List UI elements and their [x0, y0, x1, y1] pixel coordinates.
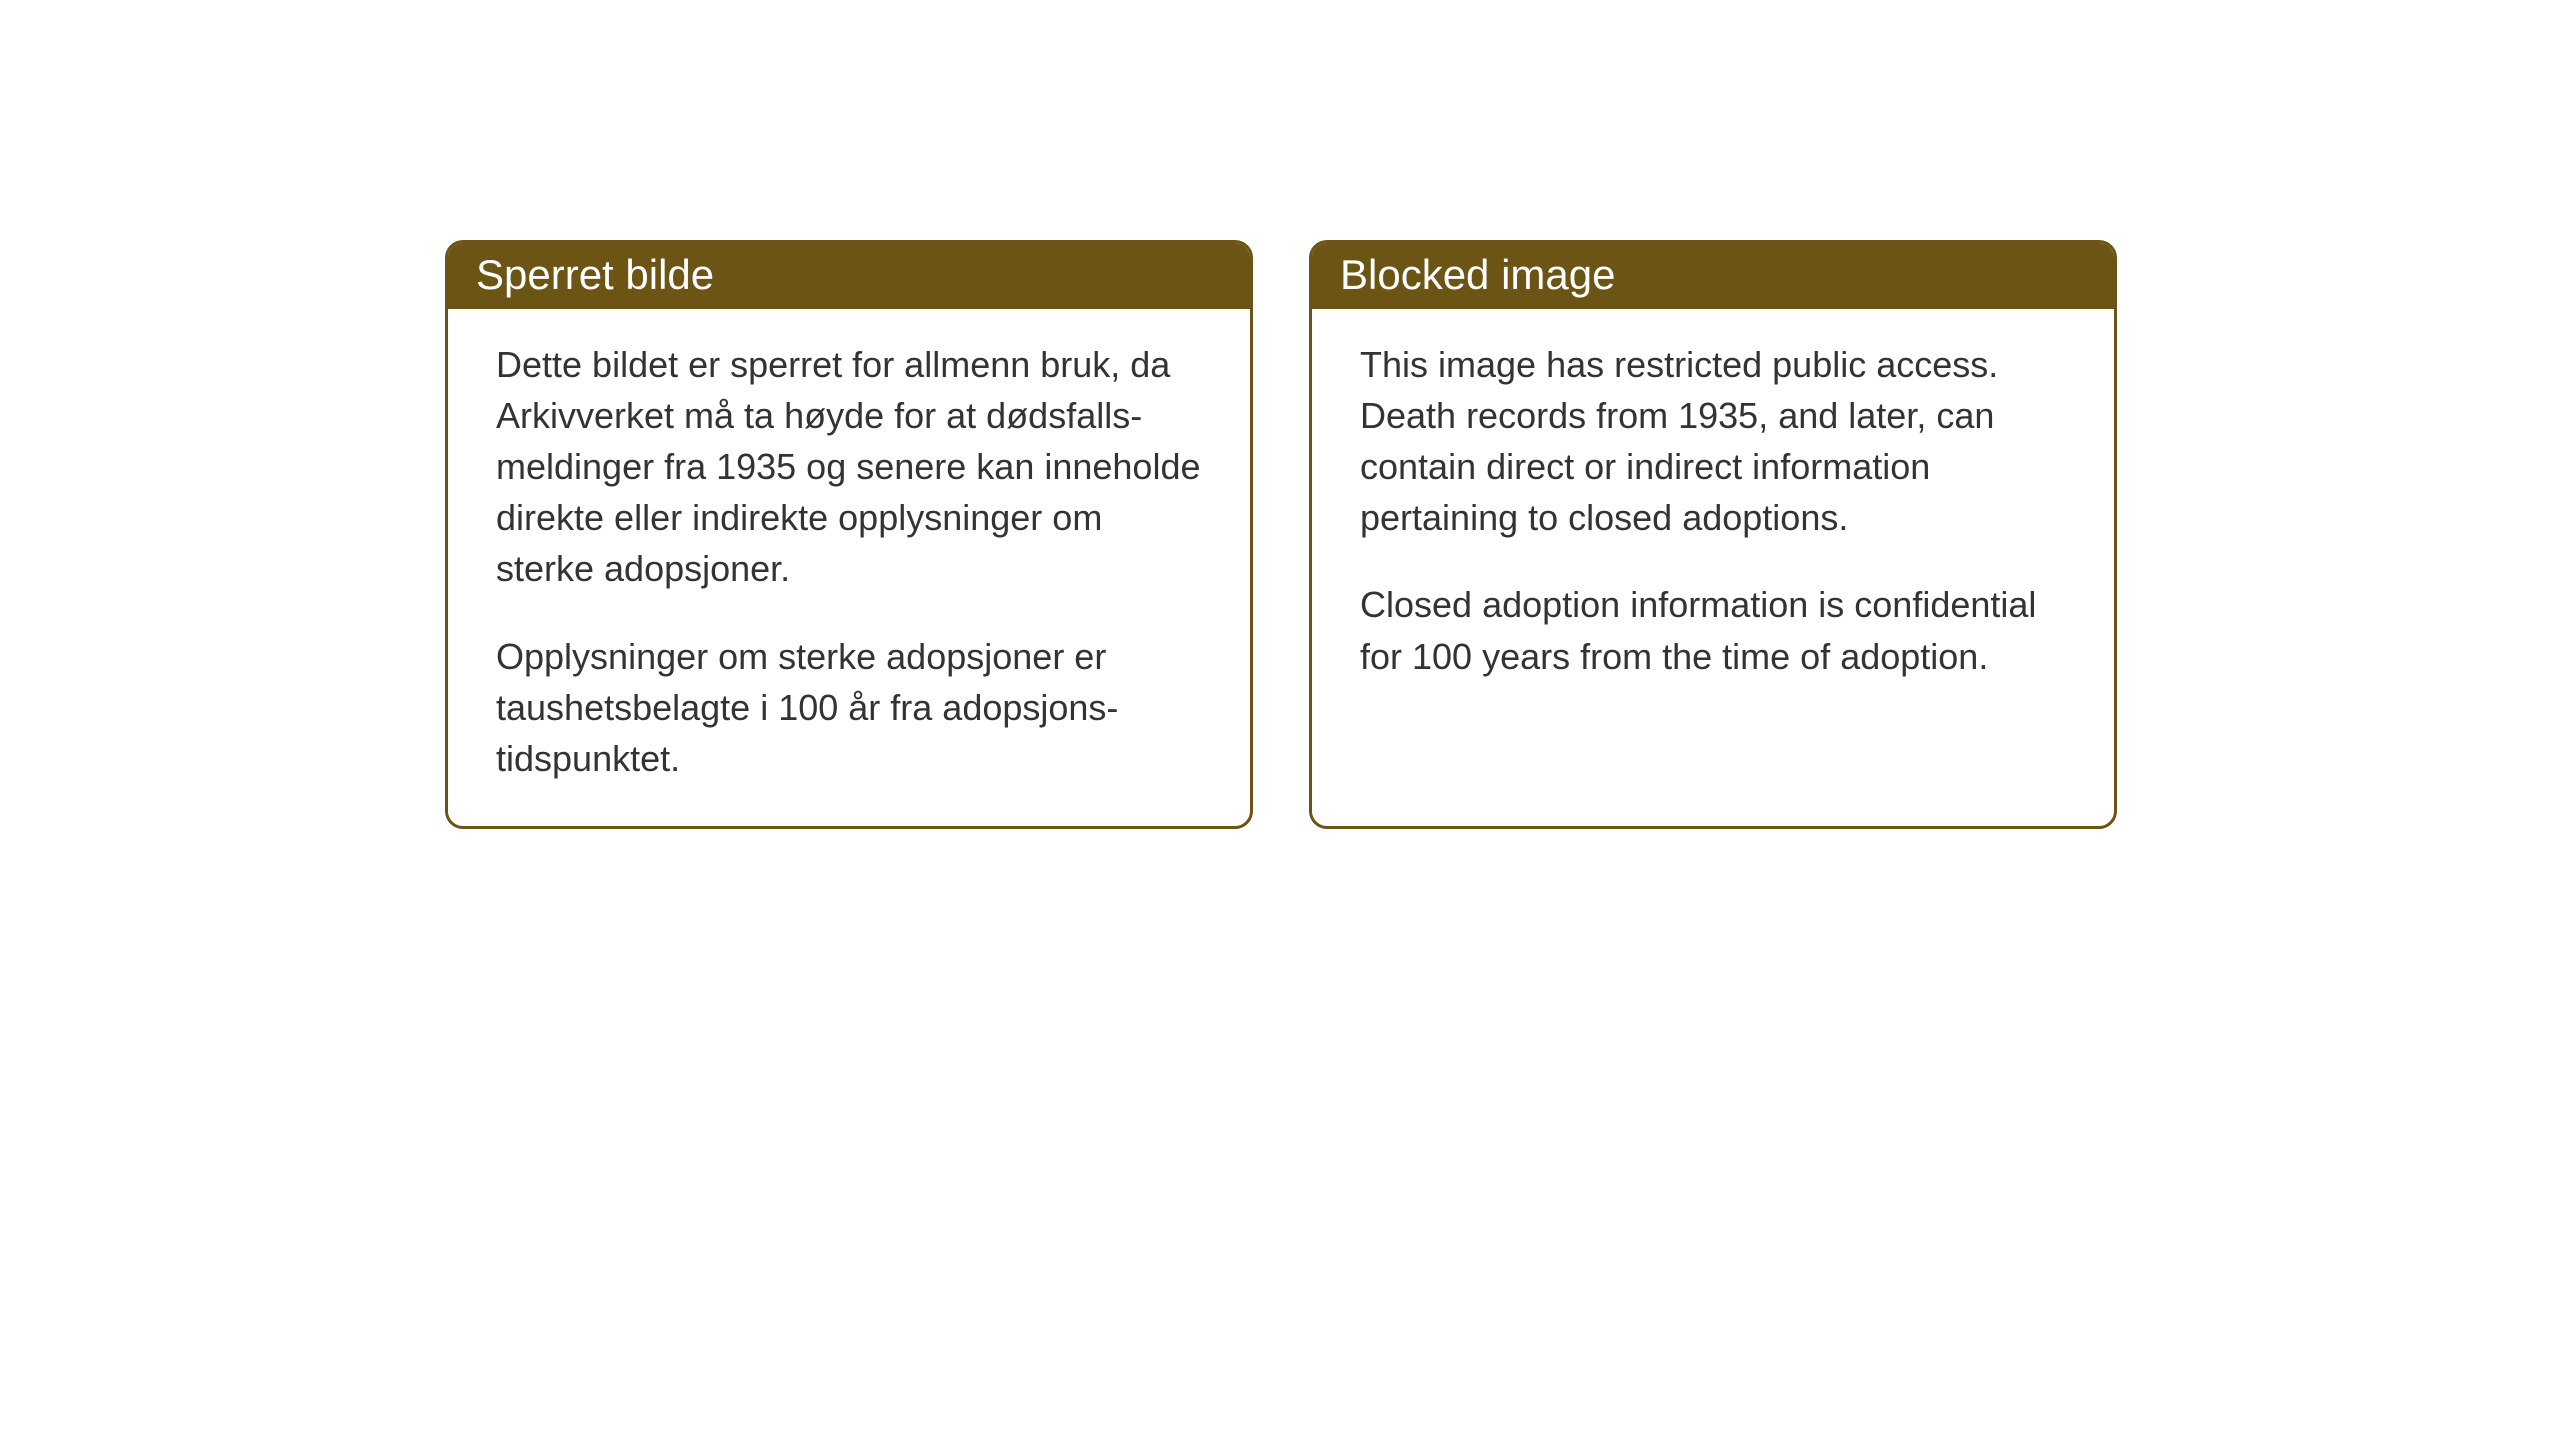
norwegian-notice-card: Sperret bilde Dette bildet er sperret fo… — [445, 240, 1253, 829]
norwegian-card-body: Dette bildet er sperret for allmenn bruk… — [448, 309, 1250, 826]
norwegian-card-title: Sperret bilde — [448, 243, 1250, 309]
english-card-title: Blocked image — [1312, 243, 2114, 309]
notice-container: Sperret bilde Dette bildet er sperret fo… — [445, 240, 2117, 829]
norwegian-paragraph-1: Dette bildet er sperret for allmenn bruk… — [496, 339, 1202, 595]
english-paragraph-2: Closed adoption information is confident… — [1360, 579, 2066, 681]
english-card-body: This image has restricted public access.… — [1312, 309, 2114, 782]
norwegian-paragraph-2: Opplysninger om sterke adopsjoner er tau… — [496, 631, 1202, 784]
english-paragraph-1: This image has restricted public access.… — [1360, 339, 2066, 543]
english-notice-card: Blocked image This image has restricted … — [1309, 240, 2117, 829]
